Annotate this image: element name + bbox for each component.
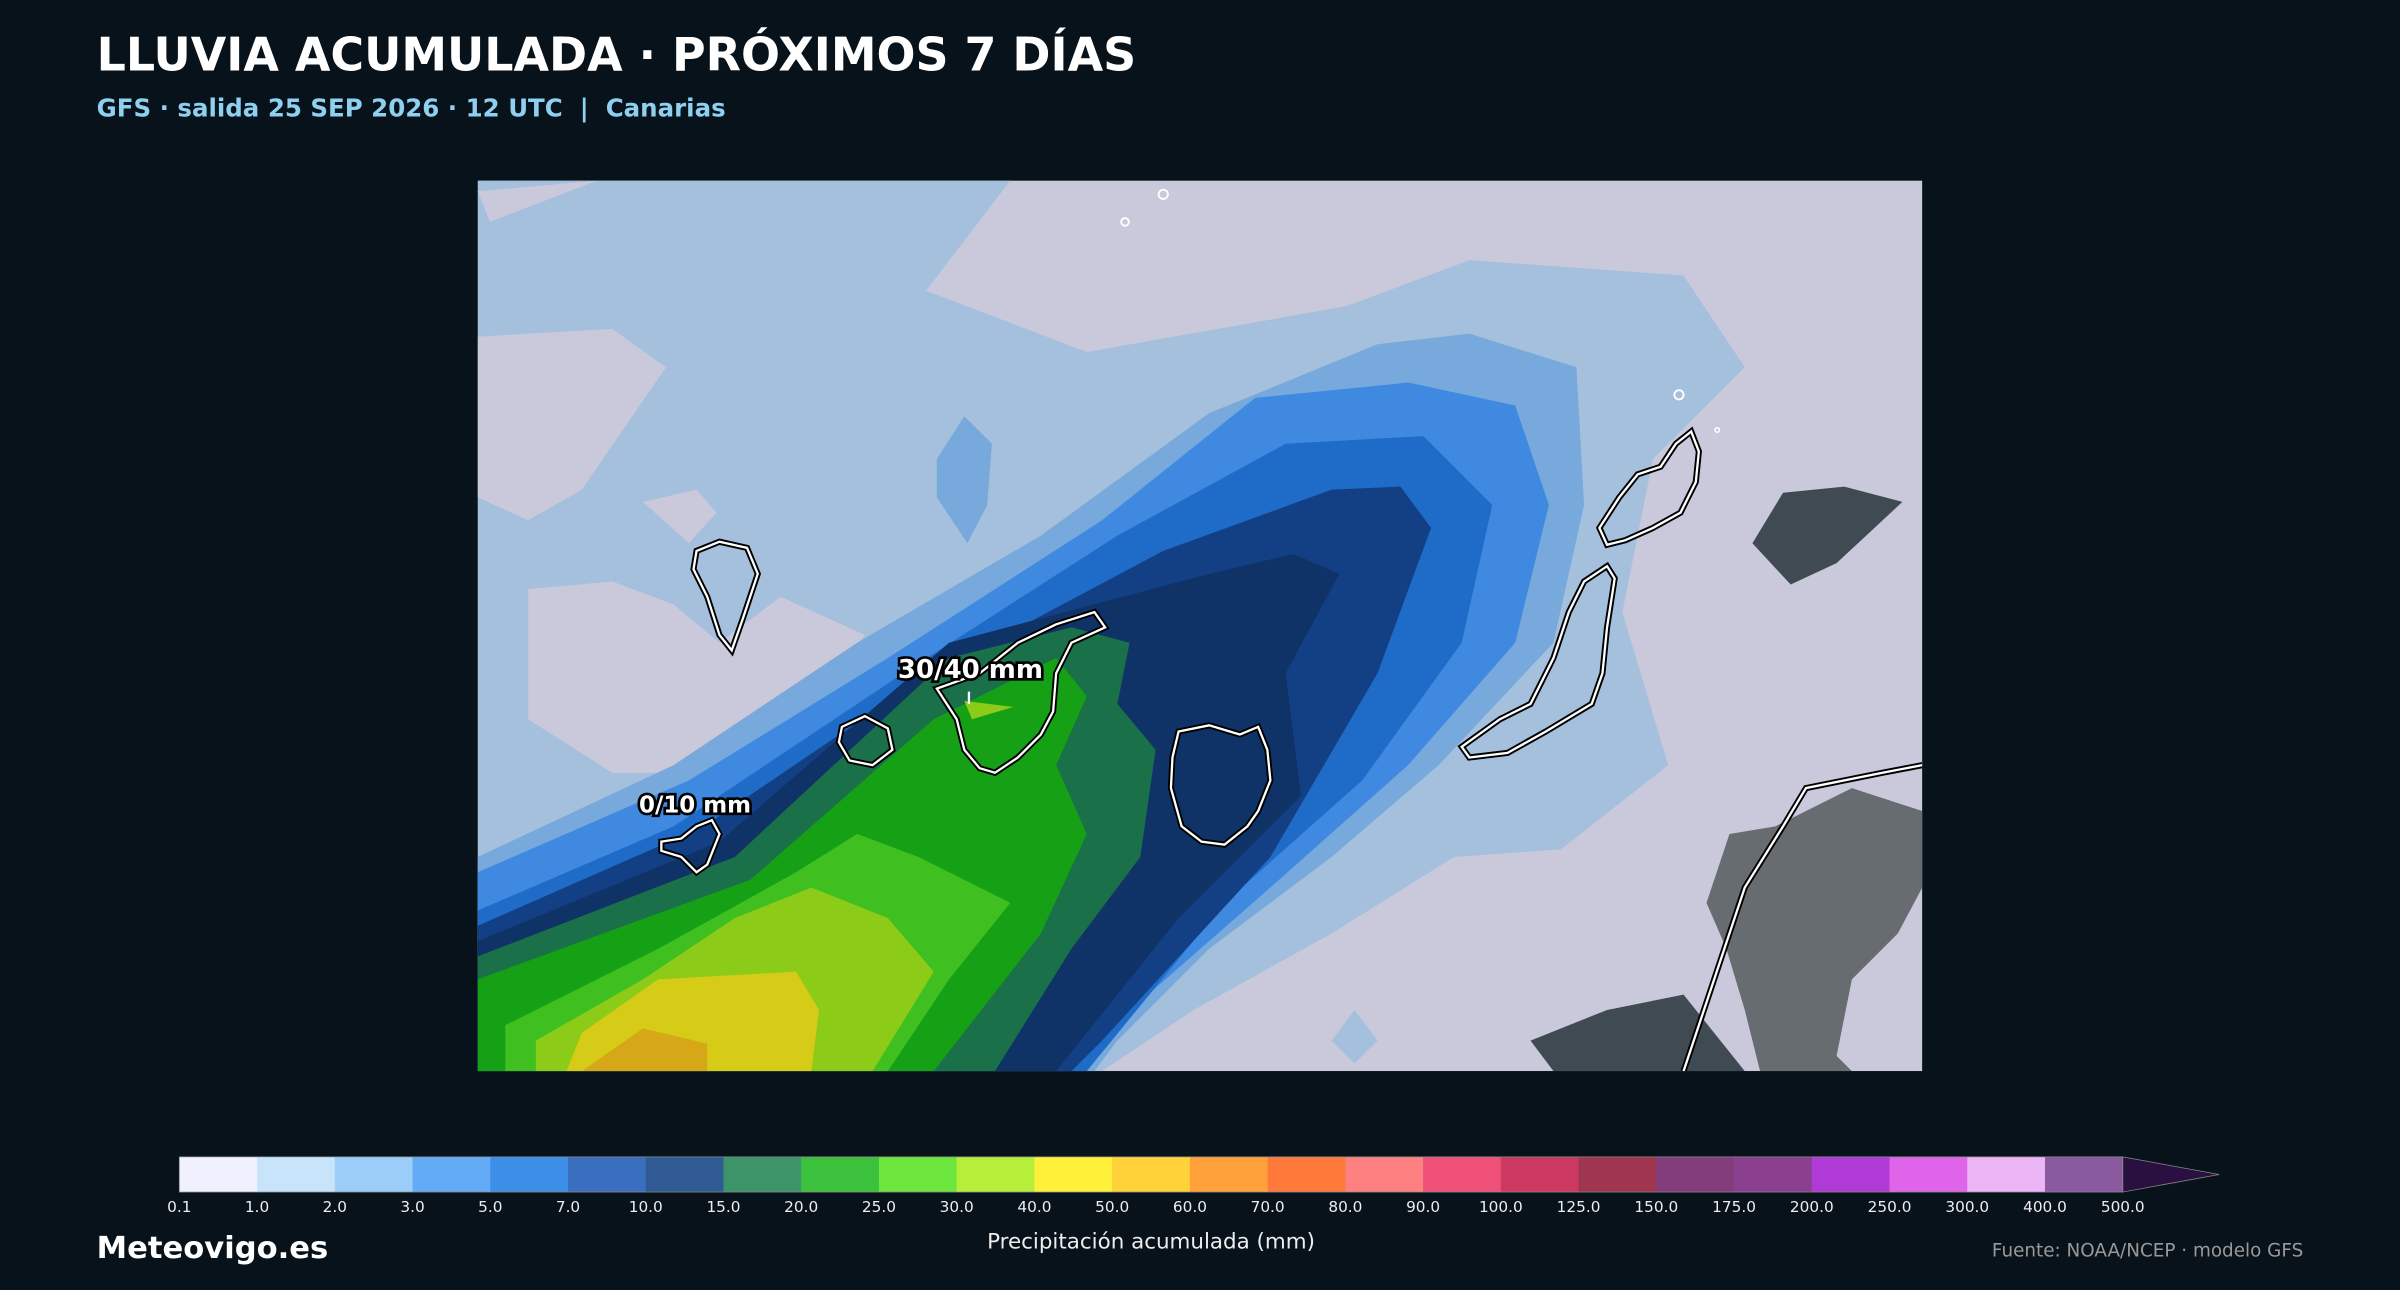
colorbar-bin bbox=[1578, 1156, 1658, 1193]
colorbar-tick-label: 300.0 bbox=[1945, 1198, 1989, 1216]
colorbar-bin bbox=[490, 1156, 569, 1193]
colorbar-bin bbox=[2045, 1156, 2124, 1193]
colorbar-tick-label: 125.0 bbox=[1557, 1198, 1601, 1216]
colorbar-bin bbox=[723, 1156, 802, 1193]
title: LLUVIA ACUMULADA · PRÓXIMOS 7 DÍAS bbox=[97, 27, 1137, 81]
colorbar-tick-label: 150.0 bbox=[1634, 1198, 1678, 1216]
colorbar-bin bbox=[1423, 1156, 1502, 1193]
colorbar-tick-label: 50.0 bbox=[1095, 1198, 1129, 1216]
colorbar-tick-label: 15.0 bbox=[706, 1198, 740, 1216]
colorbar-bin bbox=[1656, 1156, 1735, 1193]
colorbar-tick-label: 2.0 bbox=[323, 1198, 347, 1216]
colorbar-bin bbox=[1189, 1156, 1269, 1193]
colorbar-bin bbox=[334, 1156, 414, 1193]
colorbar-tick-label: 40.0 bbox=[1017, 1198, 1051, 1216]
colorbar-bin bbox=[412, 1156, 492, 1193]
colorbar: 0.1 1.0 2.0 3.0 5.0 7.0 10.0 15.0 20.0 25.0 30.0 40… bbox=[167, 1156, 2220, 1216]
colorbar-bin bbox=[179, 1156, 258, 1193]
colorbar-bin bbox=[1889, 1156, 1969, 1193]
colorbar-label: Precipitación acumulada (mm) bbox=[987, 1230, 1315, 1255]
map-label: 30/40 mm bbox=[898, 655, 1043, 685]
colorbar-bin bbox=[1112, 1156, 1191, 1193]
colorbar-bin bbox=[801, 1156, 880, 1193]
colorbar-bin bbox=[956, 1156, 1036, 1193]
colorbar-bin bbox=[1967, 1156, 2046, 1193]
colorbar-frame bbox=[178, 1156, 2124, 1193]
colorbar-bin bbox=[878, 1156, 958, 1193]
colorbar-tick-label: 500.0 bbox=[2101, 1198, 2145, 1216]
subtitle: GFS · salida 25 SEP 2026 · 12 UTC | Cana… bbox=[97, 93, 726, 122]
colorbar-bin bbox=[1267, 1156, 1347, 1193]
colorbar-tick-label: 5.0 bbox=[478, 1198, 502, 1216]
colorbar-bin bbox=[1345, 1156, 1424, 1193]
colorbar-bin bbox=[568, 1156, 647, 1193]
colorbar-tick-label: 25.0 bbox=[862, 1198, 896, 1216]
colorbar-tick-label: 10.0 bbox=[629, 1198, 663, 1216]
colorbar-tick-label: 3.0 bbox=[400, 1198, 424, 1216]
colorbar-tick-label: 30.0 bbox=[940, 1198, 974, 1216]
map-label: 0/10 mm bbox=[639, 793, 751, 819]
colorbar-tick-label: 70.0 bbox=[1251, 1198, 1285, 1216]
colorbar-tick-label: 20.0 bbox=[784, 1198, 818, 1216]
colorbar-bin bbox=[1500, 1156, 1580, 1193]
colorbar-bin bbox=[257, 1156, 336, 1193]
colorbar-tick-label: 7.0 bbox=[556, 1198, 580, 1216]
colorbar-tick-label: 90.0 bbox=[1406, 1198, 1440, 1216]
colorbar-tick-label: 250.0 bbox=[1868, 1198, 1912, 1216]
colorbar-tick-label: 60.0 bbox=[1173, 1198, 1207, 1216]
source: Fuente: NOAA/NCEP · modelo GFS bbox=[1992, 1240, 2303, 1261]
colorbar-tick-label: 0.1 bbox=[167, 1198, 191, 1216]
colorbar-tick-label: 1.0 bbox=[245, 1198, 269, 1216]
colorbar-bin bbox=[645, 1156, 725, 1193]
colorbar-tick-label: 400.0 bbox=[2023, 1198, 2067, 1216]
colorbar-tick-label: 200.0 bbox=[1790, 1198, 1834, 1216]
colorbar-tick-label: 100.0 bbox=[1479, 1198, 1523, 1216]
colorbar-bin bbox=[1811, 1156, 1891, 1193]
map bbox=[477, 180, 1923, 1072]
brand: Meteovigo.es bbox=[97, 1231, 329, 1266]
colorbar-bin bbox=[1734, 1156, 1813, 1193]
colorbar-tick-label: 80.0 bbox=[1328, 1198, 1362, 1216]
colorbar-bin bbox=[1034, 1156, 1113, 1193]
colorbar-tick-label: 175.0 bbox=[1712, 1198, 1756, 1216]
